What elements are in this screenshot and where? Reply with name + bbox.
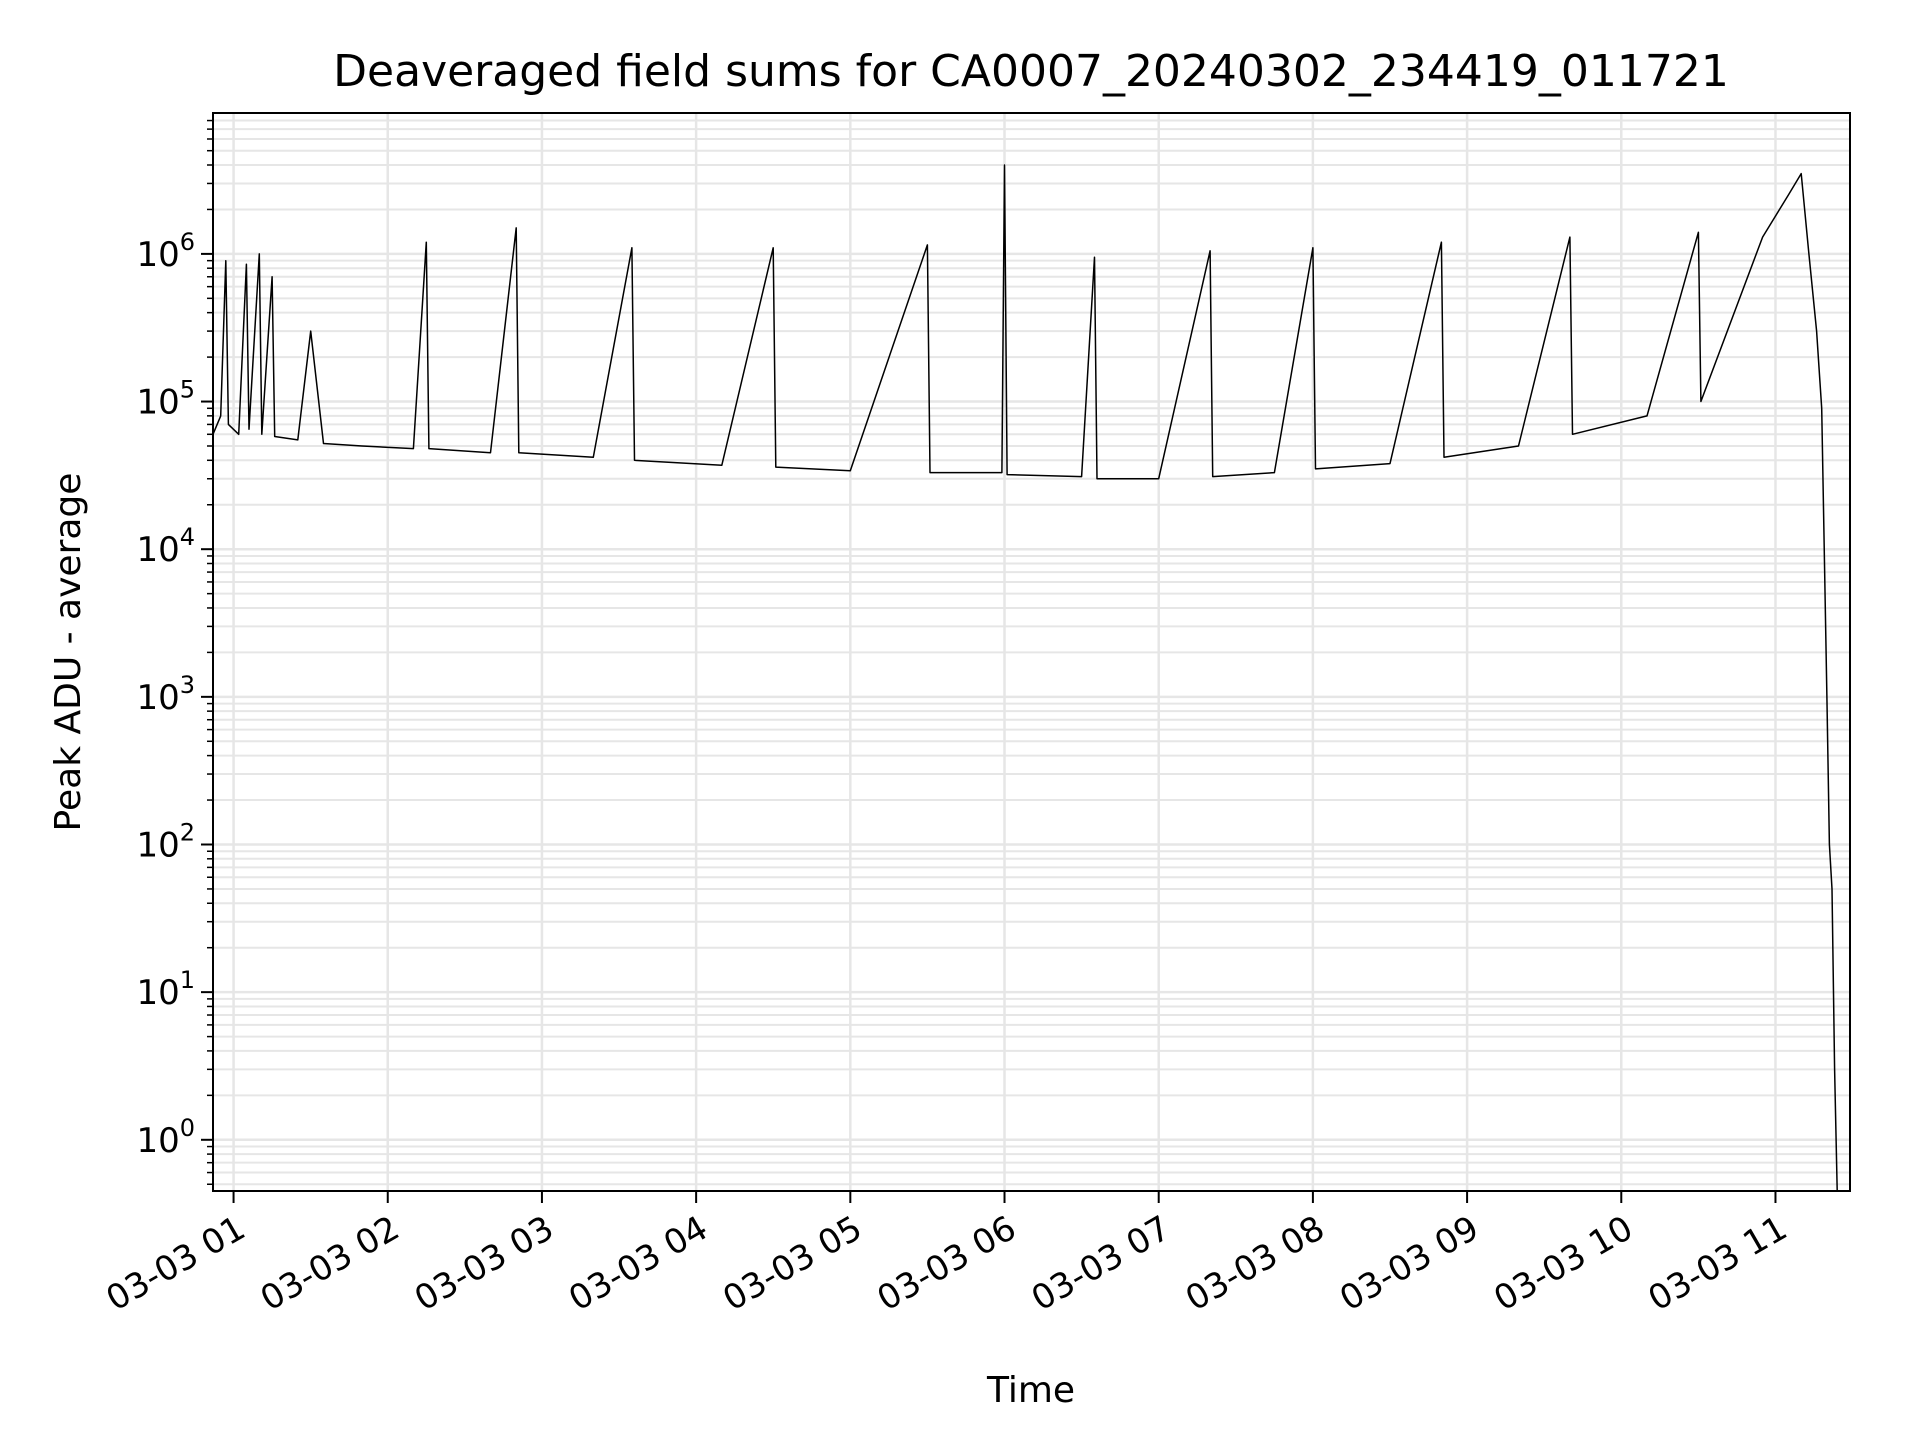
y-tick-label: 102	[136, 818, 195, 865]
y-tick-label: 104	[136, 523, 195, 570]
y-tick-label: 100	[136, 1114, 195, 1161]
x-axis-label: Time	[986, 1370, 1075, 1411]
grid	[213, 113, 1850, 1191]
y-tick-label: 105	[136, 376, 195, 423]
chart-title: Deaveraged field sums for CA0007_2024030…	[333, 46, 1729, 97]
y-tick-label: 103	[136, 671, 195, 718]
y-axis-label: Peak ADU - average	[48, 473, 89, 832]
y-tick-label: 106	[136, 228, 195, 275]
y-tick-label: 101	[136, 966, 195, 1013]
series-layer	[212, 164, 1838, 1192]
series-line	[212, 164, 1838, 1192]
